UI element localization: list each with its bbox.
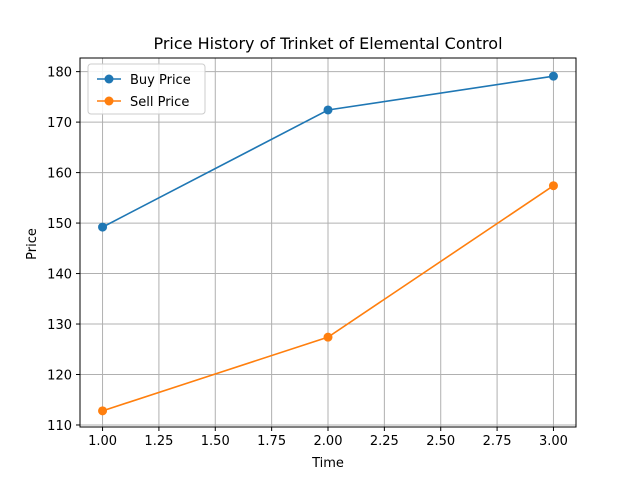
plot-series — [98, 71, 558, 416]
series-2-point — [548, 181, 558, 191]
chart-legend: Buy Price Sell Price — [87, 63, 206, 115]
series-2-point — [323, 332, 333, 342]
y-tick-label: 160 — [47, 167, 72, 182]
x-axis-label: Time — [311, 456, 344, 471]
x-tick-label: 2.75 — [483, 434, 512, 449]
y-tick-label: 130 — [47, 318, 72, 333]
series-2-point — [98, 406, 108, 416]
x-tick-label: 1.25 — [144, 434, 173, 449]
x-tick-label: 2.00 — [314, 434, 343, 449]
x-tick-label: 3.00 — [539, 434, 568, 449]
legend-label: Buy Price — [130, 73, 191, 88]
x-tick-label: 2.50 — [426, 434, 455, 449]
x-tick-label: 1.00 — [88, 434, 117, 449]
chart-title: Price History of Trinket of Elemental Co… — [153, 34, 502, 53]
series-1-point — [323, 105, 333, 115]
y-tick-label: 180 — [47, 66, 72, 81]
x-tick-label: 1.75 — [257, 434, 286, 449]
legend-swatch-marker — [104, 74, 114, 84]
y-axis-label: Price — [25, 228, 40, 260]
x-tick-label: 1.50 — [201, 434, 230, 449]
y-tick-label: 110 — [47, 419, 72, 434]
legend-label: Sell Price — [130, 95, 189, 110]
series-1-point — [548, 71, 558, 81]
y-tick-label: 170 — [47, 116, 72, 131]
x-tick-label: 2.25 — [370, 434, 399, 449]
y-tick-label: 120 — [47, 369, 72, 384]
y-tick-label: 150 — [47, 217, 72, 232]
series-1-point — [98, 222, 108, 232]
y-tick-label: 140 — [47, 268, 72, 283]
grid-lines — [80, 58, 576, 427]
axis-ticks: 1.00 1.25 1.50 1.75 2.00 2.25 2.50 2.75 3.00 110 1… — [47, 66, 568, 449]
legend-swatch-marker — [104, 96, 114, 106]
